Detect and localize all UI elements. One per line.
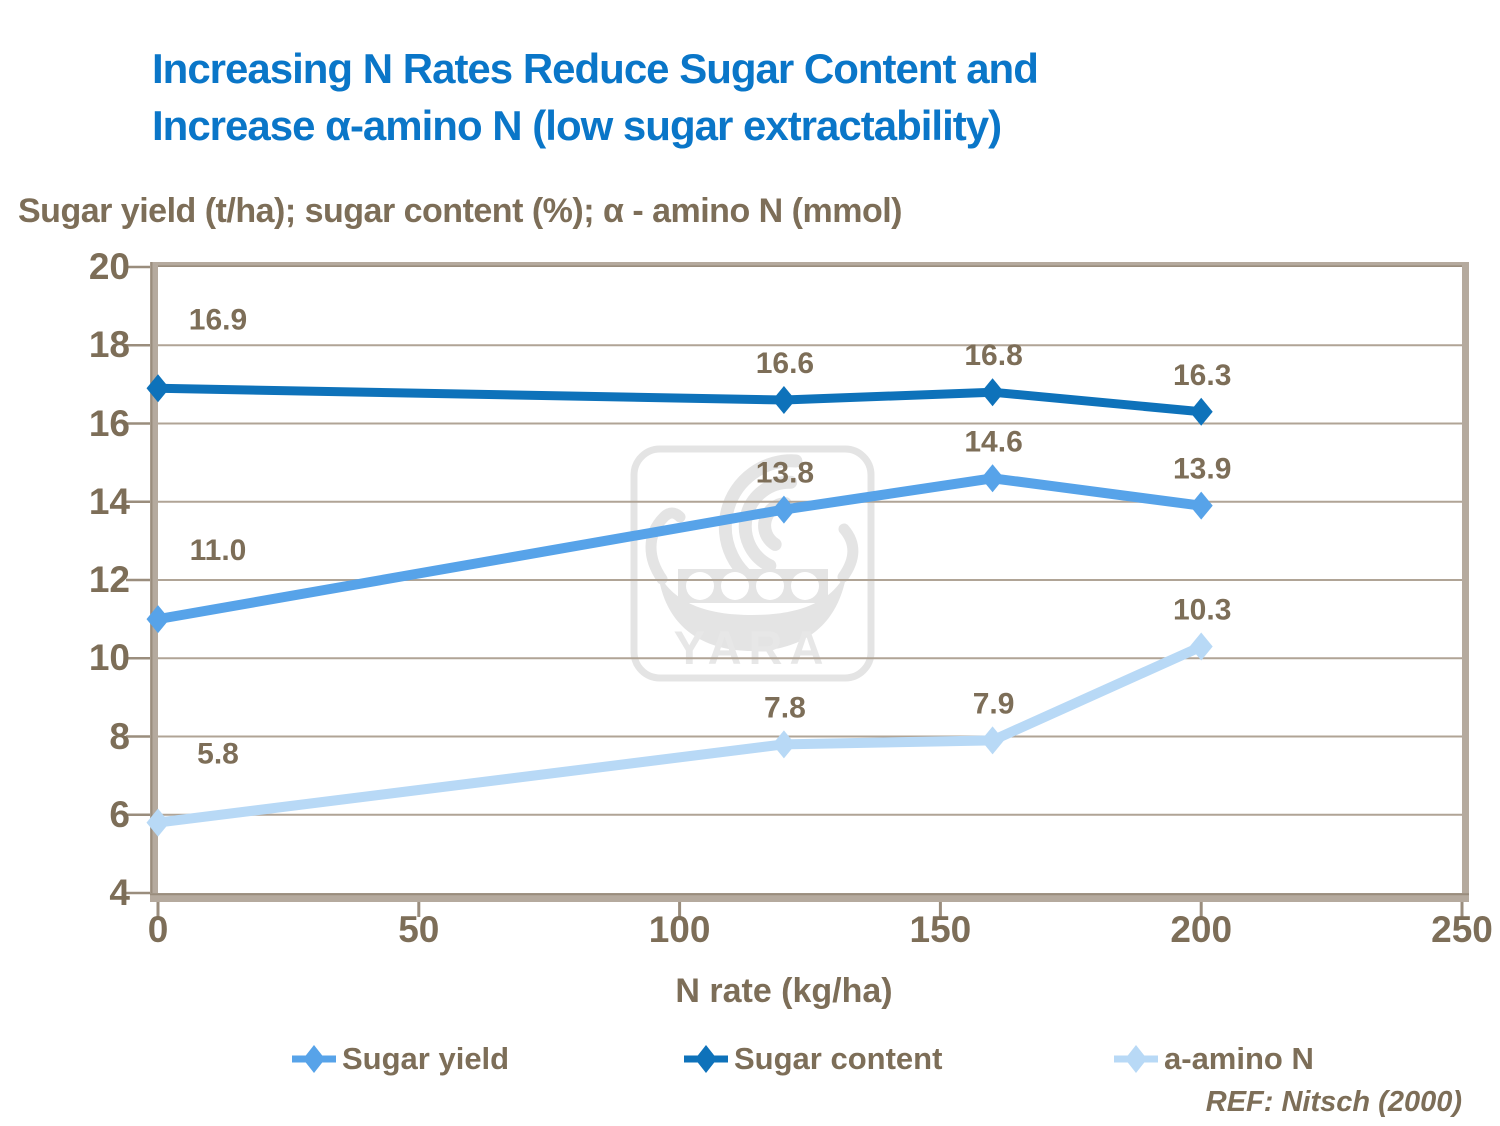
plot-border-right <box>1462 262 1469 902</box>
y-tick-label: 14 <box>88 480 130 522</box>
x-axis-title: N rate (kg/ha) <box>675 972 893 1010</box>
legend: Sugar yield Sugar content a-amino N <box>0 1038 1500 1080</box>
sugar-content-marker <box>146 374 170 403</box>
sugar-content-data-label: 16.6 <box>756 347 814 380</box>
y-tick-label: 8 <box>109 715 130 757</box>
y-axis-line <box>150 262 158 902</box>
a-amino-n-marker <box>772 730 796 759</box>
x-tick-label: 50 <box>398 909 440 950</box>
sugar-yield-marker <box>1189 491 1213 520</box>
legend-marker-a-amino-n <box>1114 1045 1158 1073</box>
sugar-content-marker <box>1189 397 1213 426</box>
a-amino-n-marker <box>1189 632 1213 661</box>
y-axis-units-label: Sugar yield (t/ha); sugar content (%); α… <box>18 192 903 230</box>
legend-label: Sugar content <box>734 1041 943 1076</box>
a-amino-n-marker <box>146 808 170 837</box>
sugar-yield-data-label: 13.8 <box>756 457 814 490</box>
slide-title-line2: Increase α-amino N (low sugar extractabi… <box>152 102 1002 149</box>
ship-stern-icon <box>837 523 859 583</box>
watermark-text: YARA <box>674 621 831 674</box>
sugar-content-line <box>157 383 1202 417</box>
y-tick-label: 18 <box>88 324 130 366</box>
y-tick-label: 4 <box>109 872 130 913</box>
legend-item-sugar-yield: Sugar yield <box>290 1038 509 1080</box>
y-tick-label: 12 <box>88 559 130 600</box>
a-amino-n-data-label: 7.9 <box>973 687 1015 720</box>
sugar-content-data-label: 16.8 <box>964 339 1022 372</box>
sugar-yield-line <box>157 473 1202 625</box>
y-tick-label: 16 <box>88 402 130 444</box>
legend-item-sugar-content: Sugar content <box>682 1038 942 1080</box>
legend-marker-sugar-content <box>684 1045 728 1073</box>
legend-item-a-amino-n: a-amino N <box>1112 1038 1314 1080</box>
x-tick-label: 250 <box>1431 909 1493 950</box>
x-axis-line <box>150 893 1469 902</box>
a-amino-n-data-label: 10.3 <box>1173 594 1231 627</box>
x-tick-label: 100 <box>648 909 711 950</box>
sugar-yield-marker <box>146 605 170 634</box>
x-tick-label: 0 <box>147 909 169 950</box>
watermark-border <box>630 445 875 682</box>
a-amino-n-data-label: 5.8 <box>197 738 239 771</box>
slide-title: Increasing N Rates Reduce Sugar Content … <box>152 40 1392 154</box>
legend-label: a-amino N <box>1164 1041 1314 1076</box>
a-amino-n-data-label: 7.8 <box>764 691 806 724</box>
ship-prow-icon <box>645 507 686 585</box>
legend-label: Sugar yield <box>342 1041 510 1076</box>
sugar-yield-data-label: 11.0 <box>190 534 247 567</box>
x-tick-label: 200 <box>1170 909 1233 950</box>
sugar-yield-marker <box>981 464 1005 493</box>
reference-citation: REF: Nitsch (2000) <box>1205 1086 1462 1118</box>
sugar-content-data-label: 16.9 <box>189 303 247 336</box>
a-amino-n-line <box>157 641 1204 828</box>
plot-area: 16.9 16.6 16.8 16.3 11.0 13.8 14.6 13.9 5.8 7.8 7.… <box>126 262 1469 917</box>
a-amino-n-marker <box>981 726 1005 755</box>
plot-border-top <box>150 262 1469 267</box>
y-tick-label: 10 <box>88 637 130 679</box>
x-tick-label: 150 <box>909 909 972 950</box>
sugar-yield-data-label: 14.6 <box>964 425 1022 458</box>
sugar-content-marker <box>981 378 1005 407</box>
slide-title-line1: Increasing N Rates Reduce Sugar Content … <box>152 45 1039 92</box>
sugar-content-data-label: 16.3 <box>1173 359 1231 392</box>
sugar-yield-marker <box>772 495 796 524</box>
sugar-content-marker <box>772 386 796 415</box>
y-tick-label: 20 <box>88 246 130 287</box>
sugar-yield-data-label: 13.9 <box>1173 453 1231 486</box>
y-tick-label: 6 <box>109 793 130 835</box>
legend-marker-sugar-yield <box>292 1045 336 1073</box>
